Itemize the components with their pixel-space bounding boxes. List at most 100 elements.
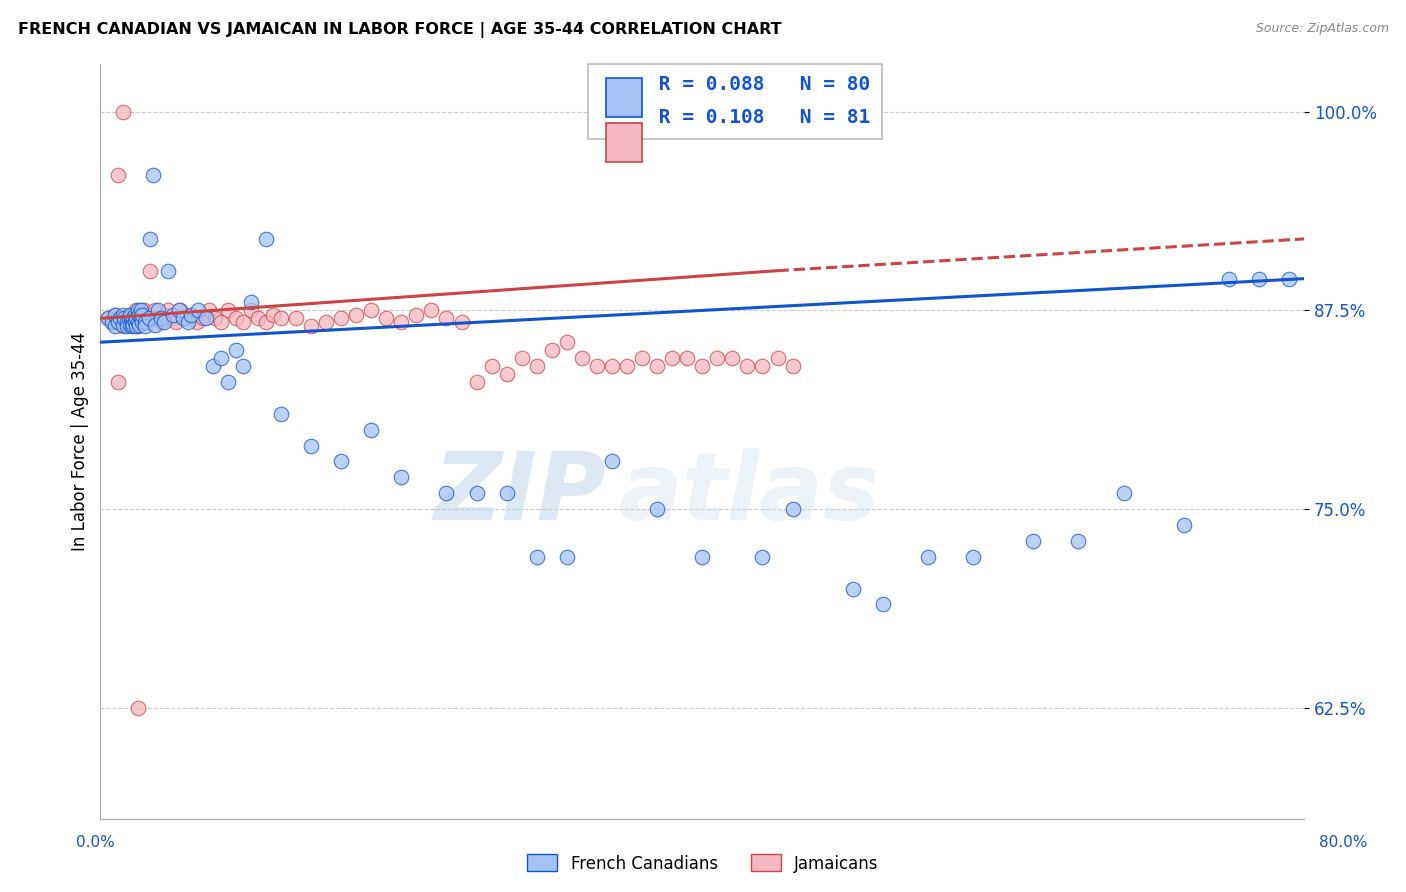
- Point: [149, 311, 172, 326]
- Point: [152, 314, 174, 328]
- Point: [191, 311, 214, 326]
- Point: [131, 308, 153, 322]
- Point: [180, 308, 202, 322]
- Text: ZIP: ZIP: [433, 449, 606, 541]
- Point: [450, 314, 472, 328]
- Point: [1067, 533, 1090, 548]
- Point: [254, 314, 277, 328]
- Point: [285, 311, 308, 326]
- Point: [132, 303, 155, 318]
- Point: [146, 311, 169, 326]
- Point: [152, 308, 174, 322]
- Point: [107, 169, 129, 183]
- Point: [122, 318, 145, 332]
- Point: [122, 311, 145, 326]
- Point: [176, 314, 198, 328]
- Point: [125, 311, 148, 326]
- Point: [165, 314, 187, 328]
- Point: [186, 314, 208, 328]
- Point: [97, 311, 120, 326]
- Point: [389, 470, 412, 484]
- Point: [782, 359, 804, 373]
- Text: atlas: atlas: [619, 449, 879, 541]
- Point: [225, 311, 247, 326]
- Point: [202, 359, 225, 373]
- Point: [120, 318, 142, 332]
- Point: [600, 359, 623, 373]
- Point: [631, 351, 654, 365]
- Point: [375, 311, 398, 326]
- Point: [299, 319, 322, 334]
- Point: [111, 319, 134, 334]
- Point: [172, 311, 194, 326]
- Point: [217, 375, 239, 389]
- Point: [162, 308, 184, 322]
- Point: [661, 351, 683, 365]
- Point: [112, 311, 135, 326]
- Point: [555, 335, 578, 350]
- Point: [129, 314, 152, 328]
- Point: [124, 308, 146, 322]
- Point: [118, 314, 141, 328]
- Point: [129, 303, 152, 318]
- Point: [842, 582, 865, 596]
- Point: [436, 311, 458, 326]
- Point: [872, 598, 894, 612]
- Point: [420, 303, 443, 318]
- Point: [143, 318, 166, 332]
- Point: [107, 314, 129, 328]
- Point: [127, 700, 149, 714]
- Point: [1278, 271, 1301, 285]
- Point: [1112, 486, 1135, 500]
- Point: [239, 303, 262, 318]
- Point: [766, 351, 789, 365]
- Point: [315, 314, 337, 328]
- Point: [143, 303, 166, 318]
- Point: [134, 314, 156, 328]
- Point: [138, 308, 160, 322]
- Point: [1218, 271, 1240, 285]
- Point: [131, 314, 153, 328]
- Point: [600, 454, 623, 468]
- Point: [495, 367, 517, 381]
- Point: [540, 343, 562, 358]
- Point: [751, 549, 773, 564]
- Point: [107, 375, 129, 389]
- Point: [124, 311, 146, 326]
- Point: [721, 351, 744, 365]
- Point: [330, 311, 353, 326]
- Point: [146, 303, 169, 318]
- FancyBboxPatch shape: [606, 123, 643, 162]
- Point: [510, 351, 533, 365]
- Point: [247, 311, 270, 326]
- Point: [97, 311, 120, 326]
- Point: [299, 438, 322, 452]
- Legend: French Canadians, Jamaicans: French Canadians, Jamaicans: [520, 847, 886, 880]
- Point: [465, 375, 488, 389]
- Point: [127, 303, 149, 318]
- Point: [128, 318, 150, 332]
- Point: [555, 549, 578, 564]
- Point: [217, 303, 239, 318]
- Point: [526, 359, 548, 373]
- Point: [1247, 271, 1270, 285]
- Point: [157, 303, 180, 318]
- Point: [127, 319, 149, 334]
- Point: [436, 486, 458, 500]
- Point: [1173, 518, 1195, 533]
- Point: [167, 303, 190, 318]
- Point: [120, 308, 142, 322]
- Point: [690, 359, 713, 373]
- Point: [209, 351, 232, 365]
- Point: [389, 314, 412, 328]
- Point: [120, 308, 142, 322]
- Point: [128, 308, 150, 322]
- Point: [121, 319, 143, 334]
- Point: [162, 311, 184, 326]
- Point: [118, 311, 141, 326]
- Point: [104, 308, 127, 322]
- Point: [526, 549, 548, 564]
- Point: [169, 303, 191, 318]
- Point: [180, 308, 202, 322]
- Point: [645, 502, 668, 516]
